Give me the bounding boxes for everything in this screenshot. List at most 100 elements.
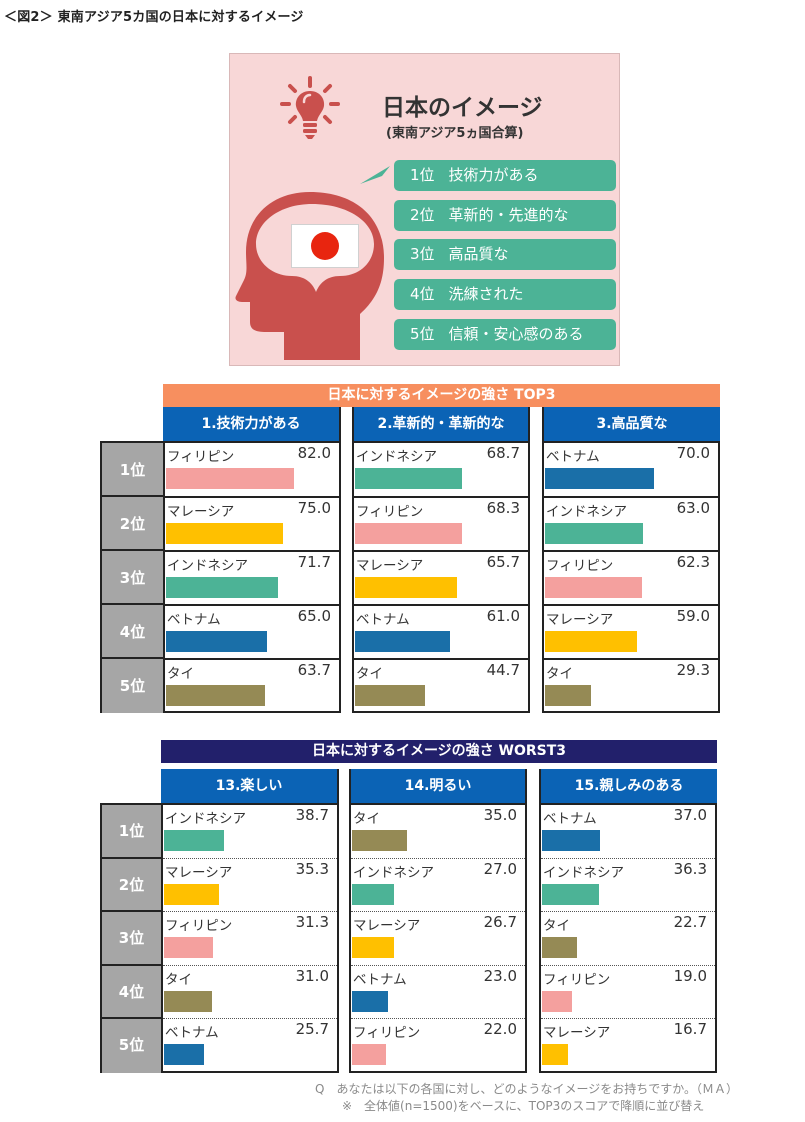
score-value: 38.7 [295, 806, 329, 824]
country-label: マレーシア [167, 504, 235, 520]
score-bar [355, 685, 425, 706]
score-bar [355, 577, 458, 598]
score-bar [545, 685, 591, 706]
score-value: 23.0 [483, 966, 517, 985]
table-row: ベトナム 70.0 [544, 443, 718, 497]
score-value: 16.7 [673, 1020, 707, 1038]
worst3-banner: 日本に対するイメージの強さ WORST3 [161, 740, 717, 763]
score-value: 22.7 [673, 913, 707, 931]
table-row: タイ 31.0 [163, 964, 337, 1019]
japan-image-panel: 日本のイメージ (東南アジア5ヵ国合算) 1位 技術力がある 2位 革新的・先進的な… [229, 53, 620, 366]
score-value: 63.0 [676, 499, 710, 517]
rank-label: 3位 [102, 551, 163, 605]
score-bar [164, 830, 225, 851]
score-value: 25.7 [295, 1020, 329, 1038]
question-text: Q あなたは以下の各国に対し、どのようなイメージをお持ちですか。（ＭＡ） [315, 1082, 738, 1096]
rank-label: 5位 [102, 1019, 161, 1073]
table-row: インドネシア 71.7 [165, 550, 339, 604]
table-row: インドネシア 38.7 [163, 805, 337, 859]
rank-pill: 4位 洗練された [394, 279, 616, 310]
panel-title: 日本のイメージ [382, 95, 543, 121]
score-bar [166, 523, 283, 544]
country-label: フィリピン [167, 449, 235, 465]
score-value: 82.0 [297, 444, 331, 462]
score-bar [355, 631, 451, 652]
country-label: フィリピン [543, 971, 611, 988]
data-column: インドネシア 68.7 フィリピン 68.3 マレーシア 65.7 ベトナム 61.0 タイ 44… [352, 441, 530, 713]
rank-label: 2位 [102, 858, 161, 912]
table-row: ベトナム 25.7 [163, 1018, 337, 1072]
table-row: フィリピン 19.0 [541, 964, 715, 1019]
score-bar [545, 631, 638, 652]
column-header: 14.明るい [349, 769, 527, 803]
country-label: ベトナム [546, 449, 600, 465]
score-bar [542, 990, 572, 1012]
table-row: ベトナム 37.0 [541, 805, 715, 859]
rank-label: 1位 [102, 443, 163, 497]
table-row: フィリピン 82.0 [165, 443, 339, 497]
country-label: ベトナム [167, 612, 221, 628]
table-row: ベトナム 65.0 [165, 604, 339, 658]
table-row: フィリピン 22.0 [351, 1018, 525, 1072]
score-value: 19.0 [673, 966, 707, 985]
score-value: 68.3 [486, 499, 520, 517]
score-value: 37.0 [673, 806, 707, 824]
score-value: 27.0 [483, 859, 517, 878]
column-header: 15.親しみのある [539, 769, 717, 803]
score-bar [352, 990, 388, 1012]
score-bar [164, 883, 220, 905]
country-label: インドネシア [353, 864, 434, 881]
note-text: ※ 全体値(n=1500)をベースに、TOP3のスコアで降順に並び替え [342, 1099, 705, 1113]
score-value: 65.0 [297, 607, 331, 625]
country-label: インドネシア [543, 864, 624, 881]
country-label: インドネシア [167, 558, 248, 574]
score-value: 22.0 [483, 1020, 517, 1038]
country-label: ベトナム [356, 612, 410, 628]
country-label: フィリピン [546, 558, 614, 574]
country-label: タイ [356, 666, 383, 682]
rank-column: 1位 2位 3位 4位 5位 [100, 441, 165, 713]
column-header: 2.革新的・革新的な [352, 407, 530, 441]
country-label: タイ [165, 971, 192, 988]
country-label: ベトナム [543, 811, 597, 827]
country-label: タイ [546, 666, 573, 682]
table-row: フィリピン 68.3 [354, 496, 528, 550]
footnote: Q あなたは以下の各国に対し、どのようなイメージをお持ちですか。（ＭＡ） ※ 全… [315, 1081, 738, 1115]
score-value: 59.0 [676, 607, 710, 625]
score-bar [542, 830, 600, 851]
lightbulb-icon [280, 76, 340, 139]
score-bar [545, 577, 643, 598]
score-value: 26.7 [483, 913, 517, 931]
score-value: 71.7 [297, 553, 331, 571]
score-bar [545, 468, 655, 489]
table-row: インドネシア 68.7 [354, 443, 528, 497]
rank-pill: 5位 信頼・安心感のある [394, 319, 616, 350]
score-bar [166, 468, 294, 489]
score-value: 61.0 [486, 607, 520, 625]
country-label: マレーシア [356, 558, 424, 574]
country-label: インドネシア [165, 811, 246, 827]
country-label: フィリピン [165, 918, 233, 934]
score-bar [352, 883, 395, 905]
score-bar [352, 830, 407, 851]
table-row: マレーシア 75.0 [165, 496, 339, 550]
score-bar [166, 631, 268, 652]
rank-pill: 1位 技術力がある [394, 160, 616, 191]
score-value: 31.3 [295, 913, 329, 931]
japan-flag-icon [291, 224, 359, 268]
country-label: フィリピン [356, 504, 424, 520]
rank-label: 4位 [102, 965, 161, 1019]
table-row: ベトナム 61.0 [354, 604, 528, 658]
table-row: タイ 35.0 [351, 805, 525, 859]
country-label: タイ [167, 666, 194, 682]
country-label: インドネシア [546, 504, 627, 520]
top3-banner: 日本に対するイメージの強さ TOP3 [163, 384, 720, 407]
rank-label: 1位 [102, 805, 161, 859]
data-column: タイ 35.0 インドネシア 27.0 マレーシア 26.7 ベトナム 23.0 フィリピン 22… [349, 803, 527, 1073]
rank-label: 5位 [102, 659, 163, 713]
score-bar [352, 937, 394, 958]
score-bar [164, 1044, 205, 1065]
table-row: マレーシア 35.3 [163, 857, 337, 912]
score-bar [164, 990, 213, 1012]
rank-pill: 2位 革新的・先進的な [394, 200, 616, 231]
